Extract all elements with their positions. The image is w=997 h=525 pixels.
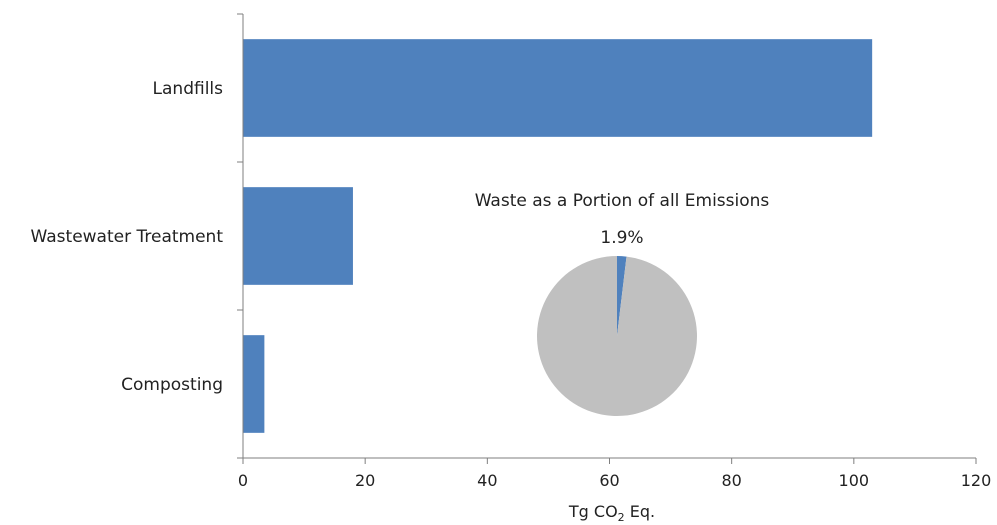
bar-composting: [243, 335, 265, 433]
x-axis-title-main: Tg CO: [568, 502, 618, 521]
x-axis-title-subscript: 2: [618, 511, 625, 524]
x-axis-title: Tg CO2 Eq.: [568, 502, 655, 524]
x-tick-label: 60: [599, 471, 619, 490]
x-tick-label: 0: [238, 471, 248, 490]
category-label: Wastewater Treatment: [31, 227, 224, 247]
x-tick-label: 20: [355, 471, 375, 490]
category-label: Landfills: [153, 79, 224, 99]
bar-landfills: [243, 39, 873, 137]
pie-chart: [536, 256, 697, 417]
pie-title: Waste as a Portion of all Emissions: [475, 191, 770, 211]
x-axis-ticks: 0 20 40 60 80 100 120: [237, 13, 992, 490]
bar-wastewater-treatment: [243, 187, 353, 285]
x-tick-label: 80: [721, 471, 741, 490]
pie-slice-0: [617, 256, 627, 336]
pie-slice-label-waste: 1.9%: [600, 228, 643, 248]
category-label: Composting: [121, 375, 223, 395]
category-labels: Landfills Wastewater Treatment Composting: [31, 79, 224, 395]
bar-group: [243, 39, 873, 433]
x-tick-label: 120: [961, 471, 992, 490]
x-axis-title-suffix: Eq.: [625, 502, 655, 521]
x-tick-label: 40: [477, 471, 497, 490]
pie-slice-1: [536, 256, 697, 417]
x-tick-label: 100: [839, 471, 870, 490]
